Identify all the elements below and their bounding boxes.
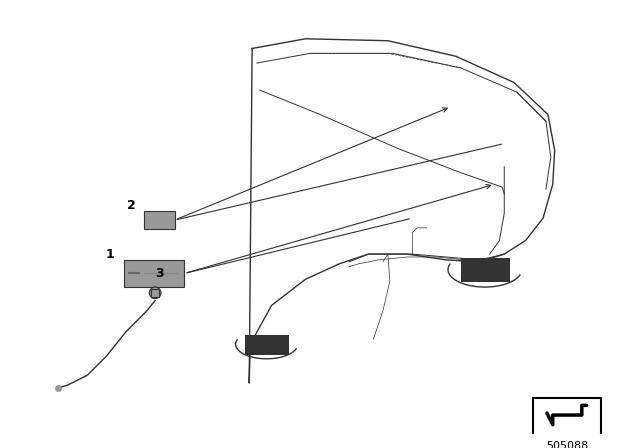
Bar	[143, 211, 175, 229]
Text: 2: 2	[127, 199, 136, 212]
Circle shape	[149, 287, 161, 299]
Bar	[533, 397, 601, 441]
Bar	[124, 260, 184, 287]
Text: 1: 1	[105, 248, 114, 261]
Bar	[151, 289, 159, 297]
Text: 3: 3	[156, 267, 164, 280]
Text: 505088: 505088	[546, 441, 588, 448]
